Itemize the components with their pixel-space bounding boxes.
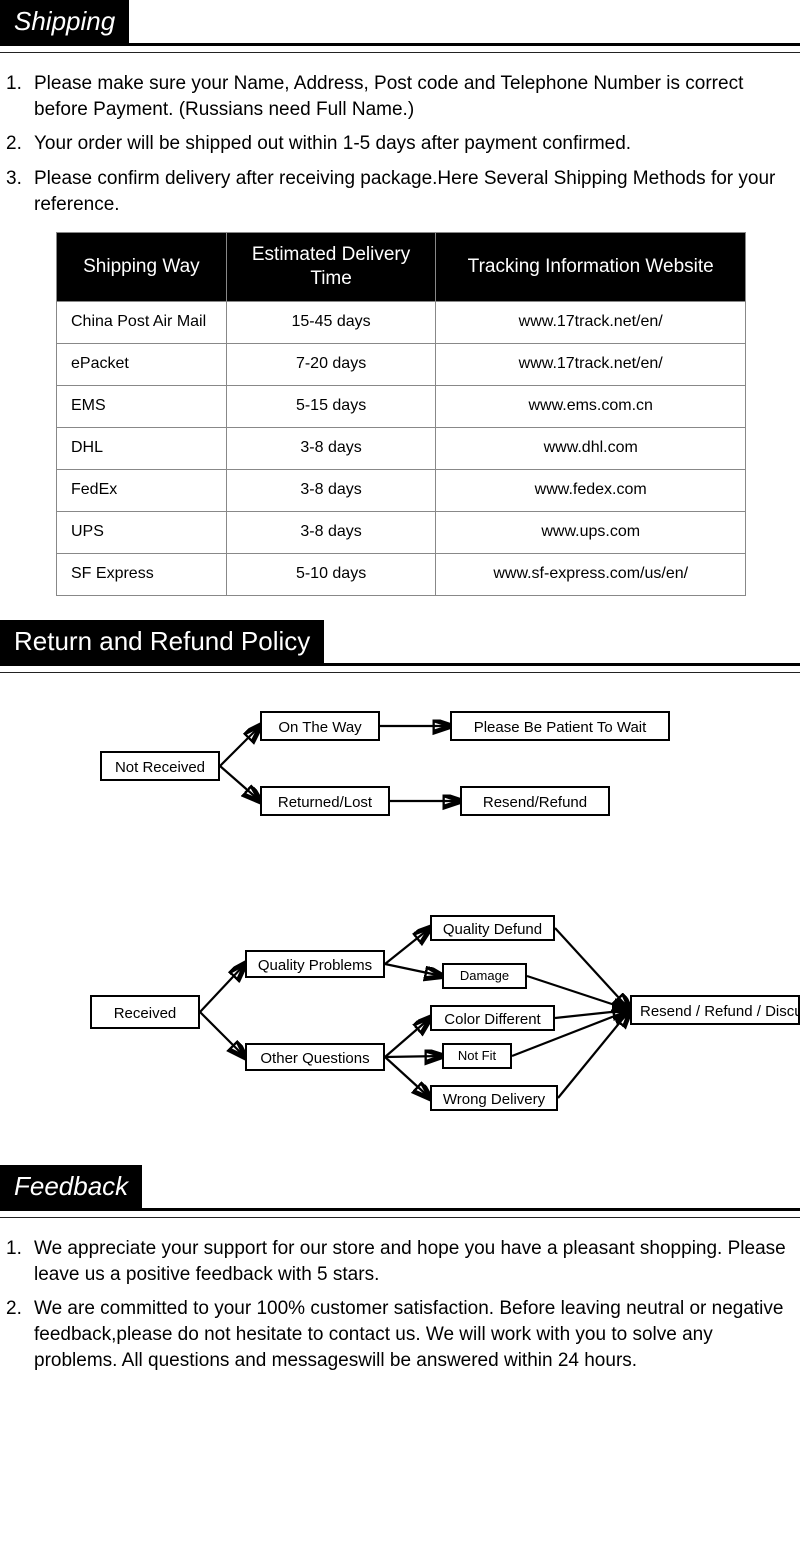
table-row: DHL3-8 dayswww.dhl.com xyxy=(57,427,746,469)
divider xyxy=(0,1217,800,1218)
list-text: We are committed to your 100% customer s… xyxy=(34,1296,794,1375)
cell-site: www.sf-express.com/us/en/ xyxy=(436,553,746,595)
list-text: Your order will be shipped out within 1-… xyxy=(34,131,794,157)
table-row: EMS5-15 dayswww.ems.com.cn xyxy=(57,385,746,427)
list-num: 2. xyxy=(6,131,34,157)
flow-node-nr: Not Received xyxy=(100,751,220,781)
flow-not-received: Not Received On The Way Returned/Lost Pleas… xyxy=(10,691,790,831)
table-row: China Post Air Mail15-45 dayswww.17track… xyxy=(57,301,746,343)
list-num: 3. xyxy=(6,166,34,218)
shipping-section: 1. Please make sure your Name, Address, … xyxy=(0,71,800,620)
cell-way: SF Express xyxy=(57,553,227,595)
table-header-row: Shipping Way Estimated Delivery Time Tra… xyxy=(57,233,746,302)
cell-time: 5-15 days xyxy=(226,385,436,427)
feedback-title: Feedback xyxy=(0,1165,142,1208)
th-way: Shipping Way xyxy=(57,233,227,302)
list-item: 1. We appreciate your support for our st… xyxy=(6,1236,794,1288)
list-item: 1. Please make sure your Name, Address, … xyxy=(6,71,794,123)
feedback-header-bar: Feedback xyxy=(0,1165,800,1211)
feedback-section: 1. We appreciate your support for our st… xyxy=(0,1236,800,1407)
cell-way: EMS xyxy=(57,385,227,427)
th-site: Tracking Information Website xyxy=(436,233,746,302)
cell-way: UPS xyxy=(57,511,227,553)
shipping-header-bar: Shipping xyxy=(0,0,800,46)
table-row: UPS3-8 dayswww.ups.com xyxy=(57,511,746,553)
list-num: 1. xyxy=(6,1236,34,1288)
cell-site: www.17track.net/en/ xyxy=(436,301,746,343)
table-row: SF Express5-10 dayswww.sf-express.com/us… xyxy=(57,553,746,595)
cell-site: www.17track.net/en/ xyxy=(436,343,746,385)
flow-received: Received Quality Problems Other Questions Q… xyxy=(10,895,790,1125)
shipping-table: Shipping Way Estimated Delivery Time Tra… xyxy=(56,232,746,596)
list-item: 2. We are committed to your 100% custome… xyxy=(6,1296,794,1375)
table-row: FedEx3-8 dayswww.fedex.com xyxy=(57,469,746,511)
flow-node-rrd: Resend / Refund / Discunt xyxy=(630,995,800,1025)
flow-node-rcv: Received xyxy=(90,995,200,1029)
flow-node-rr: Resend/Refund xyxy=(460,786,610,816)
cell-way: China Post Air Mail xyxy=(57,301,227,343)
cell-site: www.ups.com xyxy=(436,511,746,553)
list-num: 1. xyxy=(6,71,34,123)
cell-time: 15-45 days xyxy=(226,301,436,343)
cell-site: www.fedex.com xyxy=(436,469,746,511)
cell-time: 3-8 days xyxy=(226,427,436,469)
th-time: Estimated Delivery Time xyxy=(226,233,436,302)
flow-node-qd: Quality Defund xyxy=(430,915,555,941)
cell-time: 3-8 days xyxy=(226,469,436,511)
flow-node-cd: Color Different xyxy=(430,1005,555,1031)
feedback-list: 1. We appreciate your support for our st… xyxy=(6,1236,794,1375)
return-title: Return and Refund Policy xyxy=(0,620,324,663)
list-item: 3. Please confirm delivery after receivi… xyxy=(6,166,794,218)
flow-node-wd: Wrong Delivery xyxy=(430,1085,558,1111)
cell-time: 5-10 days xyxy=(226,553,436,595)
flow-node-rl: Returned/Lost xyxy=(260,786,390,816)
return-header-bar: Return and Refund Policy xyxy=(0,620,800,666)
divider xyxy=(0,672,800,673)
divider xyxy=(0,52,800,53)
flow-node-qp: Quality Problems xyxy=(245,950,385,978)
cell-site: www.dhl.com xyxy=(436,427,746,469)
shipping-list: 1. Please make sure your Name, Address, … xyxy=(6,71,794,218)
cell-way: DHL xyxy=(57,427,227,469)
list-text: Please make sure your Name, Address, Pos… xyxy=(34,71,794,123)
cell-site: www.ems.com.cn xyxy=(436,385,746,427)
flow-node-oq: Other Questions xyxy=(245,1043,385,1071)
table-row: ePacket7-20 dayswww.17track.net/en/ xyxy=(57,343,746,385)
flow-node-otw: On The Way xyxy=(260,711,380,741)
flow-node-nf: Not Fit xyxy=(442,1043,512,1069)
flow-node-pw: Please Be Patient To Wait xyxy=(450,711,670,741)
list-text: Please confirm delivery after receiving … xyxy=(34,166,794,218)
cell-way: FedEx xyxy=(57,469,227,511)
shipping-title: Shipping xyxy=(0,0,129,43)
list-text: We appreciate your support for our store… xyxy=(34,1236,794,1288)
list-item: 2. Your order will be shipped out within… xyxy=(6,131,794,157)
list-num: 2. xyxy=(6,1296,34,1375)
flow-node-dm: Damage xyxy=(442,963,527,989)
cell-time: 3-8 days xyxy=(226,511,436,553)
cell-way: ePacket xyxy=(57,343,227,385)
cell-time: 7-20 days xyxy=(226,343,436,385)
